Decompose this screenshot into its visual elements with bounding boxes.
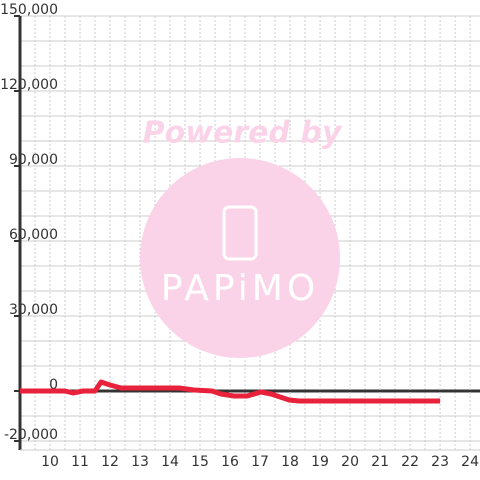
x-tick-label: 21 bbox=[371, 454, 389, 470]
x-tick-label: 13 bbox=[131, 454, 149, 470]
watermark: Powered by PAPiMO bbox=[140, 116, 343, 358]
x-tick-label: 17 bbox=[251, 454, 269, 470]
watermark-text: Powered by bbox=[143, 116, 343, 151]
x-tick-label: 19 bbox=[311, 454, 329, 470]
watermark-icon bbox=[222, 205, 258, 261]
x-tick-label: 12 bbox=[101, 454, 119, 470]
x-tick-label: 11 bbox=[71, 454, 89, 470]
y-tick-label: 120,000 bbox=[0, 77, 58, 93]
y-tick-label: 60,000 bbox=[9, 227, 58, 243]
y-tick-label: 90,000 bbox=[9, 152, 58, 168]
x-tick-label: 22 bbox=[401, 454, 419, 470]
x-tick-label: 14 bbox=[161, 454, 179, 470]
x-tick-label: 20 bbox=[341, 454, 359, 470]
line bbox=[20, 379, 441, 404]
y-tick-label: 150,000 bbox=[0, 2, 58, 18]
y-tick-label: 30,000 bbox=[9, 302, 58, 318]
grid bbox=[20, 15, 480, 450]
watermark-logo: PAPiMO bbox=[161, 268, 319, 309]
x-tick-label: 23 bbox=[431, 454, 449, 470]
y-tick-label: 0 bbox=[49, 377, 58, 393]
x-tick-label: 18 bbox=[281, 454, 299, 470]
x-tick-label: 15 bbox=[191, 454, 209, 470]
x-tick-label: 10 bbox=[41, 454, 59, 470]
x-tick-label: 24 bbox=[461, 454, 479, 470]
x-tick-label: 16 bbox=[221, 454, 239, 470]
y-tick-label: -20,000 bbox=[4, 427, 58, 443]
